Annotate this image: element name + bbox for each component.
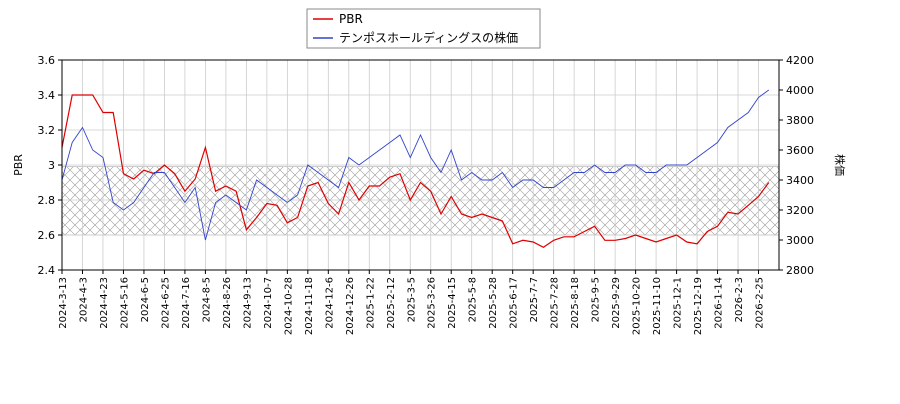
y2-tick-label: 4000 bbox=[786, 84, 814, 97]
x-tick-label: 2025-9-29 bbox=[611, 277, 622, 329]
y2-tick-label: 3200 bbox=[786, 204, 814, 217]
x-tick-label: 2024-5-16 bbox=[119, 277, 130, 329]
x-tick-label: 2024-8-5 bbox=[201, 277, 212, 322]
x-tick-label: 2024-8-26 bbox=[222, 277, 233, 329]
plot-frame bbox=[61, 59, 780, 271]
y2-tick-label: 3400 bbox=[786, 174, 814, 187]
x-tick-label: 2024-4-3 bbox=[78, 277, 89, 322]
y2-tick-label: 2800 bbox=[786, 264, 814, 277]
shaded-range bbox=[61, 166, 780, 236]
x-tick-label: 2025-8-18 bbox=[570, 277, 581, 329]
x-tick-label: 2024-12-6 bbox=[324, 277, 335, 329]
y-tick-label: 3.2 bbox=[38, 124, 56, 137]
legend-label: テンポスホールディングスの株価 bbox=[339, 30, 518, 45]
y2-tick-label: 3600 bbox=[786, 144, 814, 157]
x-tick-label: 2025-11-10 bbox=[652, 277, 663, 335]
y-tick-label: 2.6 bbox=[38, 229, 56, 242]
x-tick-label: 2025-5-28 bbox=[488, 277, 499, 329]
series-line bbox=[61, 94, 770, 248]
x-tick-label: 2024-3-13 bbox=[58, 277, 69, 329]
x-tick-label: 2025-7-28 bbox=[550, 277, 561, 329]
x-tick-label: 2025-12-1 bbox=[673, 277, 684, 329]
x-tick-label: 2024-6-5 bbox=[140, 277, 151, 322]
x-tick-label: 2025-3-5 bbox=[406, 277, 417, 322]
x-tick-label: 2024-7-16 bbox=[181, 277, 192, 329]
x-tick-label: 2024-12-26 bbox=[345, 277, 356, 335]
y2-axis-label: 株価 bbox=[833, 154, 847, 176]
series-line bbox=[61, 89, 770, 241]
x-tick-label: 2024-10-28 bbox=[283, 277, 294, 335]
y-axis-label: PBR bbox=[12, 154, 25, 176]
x-tick-label: 2026-2-25 bbox=[755, 277, 766, 329]
y2-tick-label: 4200 bbox=[786, 54, 814, 67]
x-tick-label: 2025-1-22 bbox=[365, 277, 376, 329]
x-tick-label: 2025-12-19 bbox=[693, 277, 704, 335]
y-tick-label: 2.8 bbox=[38, 194, 56, 207]
y-tick-label: 2.4 bbox=[38, 264, 56, 277]
legend-box bbox=[306, 8, 541, 49]
x-tick-label: 2025-7-7 bbox=[529, 277, 540, 322]
y-tick-label: 3 bbox=[48, 159, 55, 172]
x-tick-label: 2024-6-25 bbox=[160, 277, 171, 329]
x-tick-label: 2024-11-18 bbox=[304, 277, 315, 335]
x-tick-label: 2025-6-17 bbox=[509, 277, 520, 329]
x-tick-label: 2025-10-20 bbox=[632, 277, 643, 335]
x-tick-label: 2024-10-7 bbox=[263, 277, 274, 329]
x-tick-label: 2024-4-23 bbox=[99, 277, 110, 329]
y2-tick-label: 3000 bbox=[786, 234, 814, 247]
x-tick-label: 2025-3-26 bbox=[427, 277, 438, 329]
x-tick-label: 2026-2-3 bbox=[734, 277, 745, 322]
x-tick-label: 2025-9-5 bbox=[591, 277, 602, 322]
x-tick-label: 2025-4-15 bbox=[447, 277, 458, 329]
x-tick-label: 2025-2-12 bbox=[386, 277, 397, 329]
x-tick-label: 2026-1-14 bbox=[714, 277, 725, 329]
legend-label: PBR bbox=[339, 12, 363, 26]
x-tick-label: 2024-9-13 bbox=[242, 277, 253, 329]
x-tick-label: 2025-5-8 bbox=[468, 277, 479, 322]
y-tick-label: 3.4 bbox=[38, 89, 56, 102]
y2-tick-label: 3800 bbox=[786, 114, 814, 127]
y-tick-label: 3.6 bbox=[38, 54, 56, 67]
